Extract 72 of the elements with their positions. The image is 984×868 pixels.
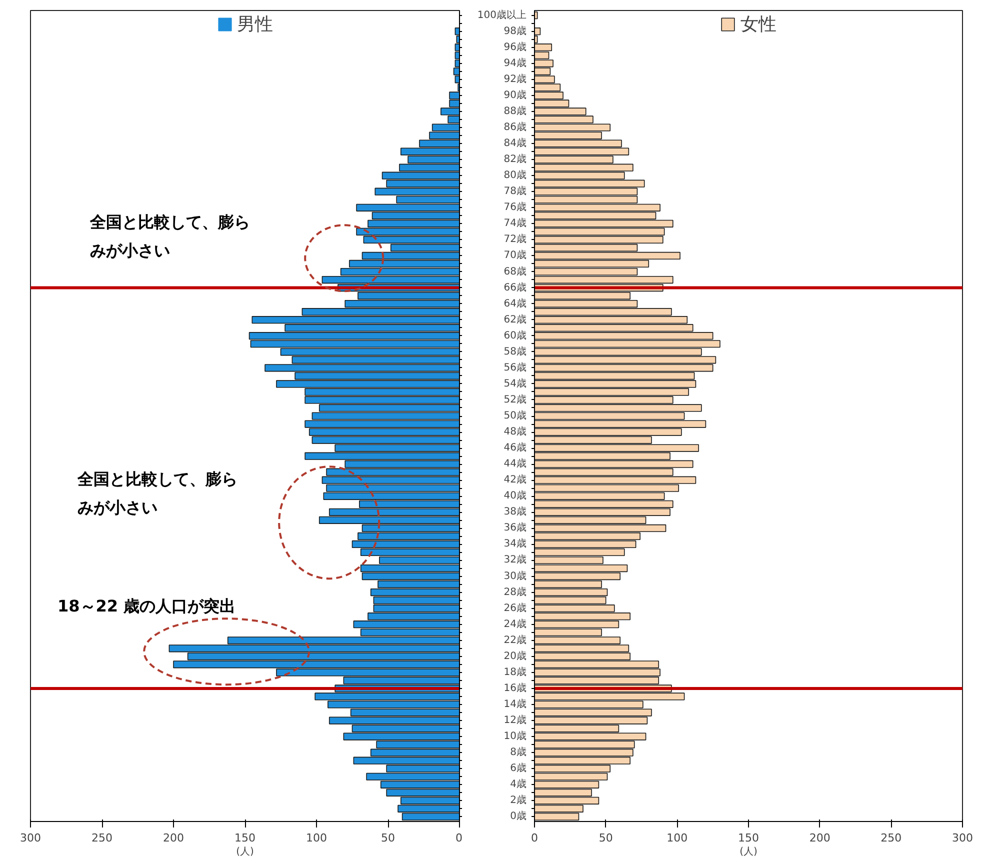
y-tick-label: 70歳 [504,249,527,262]
y-tick-label: 74歳 [504,217,527,230]
y-tick-label: 22歳 [504,634,527,646]
x-tick-label: 150 [234,832,256,844]
x-tick-label: 100 [666,832,688,844]
y-tick-label: 100歳以上 [477,8,527,21]
y-tick-label: 44歳 [504,458,527,470]
x-tick-label: 250 [92,832,112,844]
y-tick-label: 54歳 [504,377,527,390]
x-tick-label: 50 [598,832,613,844]
x-axis-title: (人) [740,846,758,858]
x-tick-label: 150 [738,832,759,844]
y-tick-label: 98歳 [504,24,527,37]
y-tick-label: 8歳 [510,746,527,758]
y-tick-label: 6歳 [510,762,527,774]
y-tick-label: 90歳 [504,88,527,101]
y-tick-label: 66歳 [504,281,527,294]
y-tick-label: 76歳 [504,201,527,214]
y-tick-label: 82歳 [504,153,527,166]
y-tick-label: 80歳 [504,169,527,182]
x-tick-label: 0 [531,832,538,844]
annotation: 全国と比較して、膨らみが小さい [89,212,250,260]
y-tick-label: 4歳 [510,778,527,790]
y-tick-label: 38歳 [504,506,527,518]
y-tick-label: 48歳 [504,426,527,438]
y-tick-label: 36歳 [504,522,527,534]
x-axis-title: (人) [236,846,254,858]
y-tick-label: 56歳 [504,361,527,374]
legend-label: 女性 [740,13,776,36]
legend-label: 男性 [237,13,273,36]
x-tick-label: 50 [381,832,395,844]
y-tick-label: 96歳 [504,40,527,53]
x-tick-label: 250 [880,832,902,844]
y-tick-label: 88歳 [504,104,527,117]
x-tick-label: 200 [163,832,184,844]
y-tick-label: 18歳 [504,666,527,678]
x-tick-label: 0 [456,832,462,844]
y-tick-label: 20歳 [504,650,527,662]
y-tick-label: 14歳 [504,698,527,710]
y-tick-label: 52歳 [504,393,527,406]
y-tick-label: 42歳 [504,474,527,486]
y-tick-label: 62歳 [504,313,527,326]
x-tick-label: 100 [306,832,327,844]
y-tick-label: 72歳 [504,233,527,246]
y-tick-label: 28歳 [504,586,527,598]
y-tick-label: 16歳 [504,682,527,694]
y-tick-label: 92歳 [504,72,527,85]
y-tick-label: 64歳 [504,297,527,310]
y-tick-label: 40歳 [504,490,527,502]
y-tick-label: 58歳 [504,345,527,358]
y-tick-label: 60歳 [504,329,527,342]
y-tick-label: 24歳 [504,618,527,630]
y-tick-label: 12歳 [504,714,527,726]
y-tick-label: 46歳 [504,442,527,454]
y-tick-label: 10歳 [504,730,527,742]
y-tick-label: 94歳 [504,56,527,69]
y-tick-label: 30歳 [504,570,527,582]
y-tick-label: 34歳 [504,538,527,550]
x-tick-label: 300 [20,832,41,844]
y-tick-label: 86歳 [504,121,527,133]
y-tick-label: 2歳 [510,794,527,806]
y-tick-label: 26歳 [504,602,527,614]
x-tick-label: 300 [952,832,973,844]
annotation: 18～22 歳の人口が突出 [58,596,236,616]
y-tick-label: 32歳 [504,554,527,566]
y-tick-label: 0歳 [510,810,527,822]
y-tick-label: 68歳 [504,265,527,278]
y-tick-label: 50歳 [504,410,527,422]
y-tick-label: 84歳 [504,137,527,150]
annotation: 全国と比較して、膨らみが小さい [76,470,238,518]
y-tick-label: 78歳 [504,185,527,198]
x-tick-label: 200 [809,832,830,844]
